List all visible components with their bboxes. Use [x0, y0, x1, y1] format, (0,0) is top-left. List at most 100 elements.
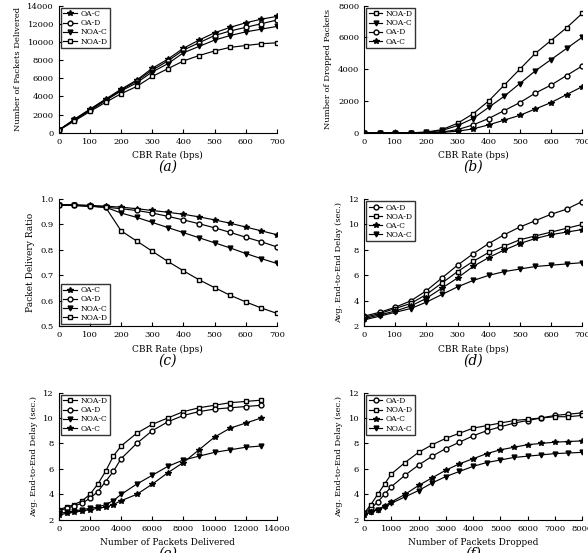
NOA-D [211, 402, 218, 409]
OA-C [118, 497, 125, 504]
OA-D [102, 478, 109, 485]
OA-C [524, 441, 531, 448]
NOA-C [226, 244, 233, 251]
NOA-D [392, 129, 399, 136]
NOA-D [180, 268, 187, 274]
OA-C [565, 438, 572, 445]
NOA-D [454, 120, 461, 127]
Line: OA-D: OA-D [56, 403, 263, 513]
OA-C [63, 510, 70, 517]
OA-C [360, 512, 368, 518]
OA-C [242, 420, 249, 426]
NOA-D [79, 497, 86, 504]
NOA-C [388, 500, 395, 507]
NOA-D [547, 37, 554, 44]
NOA-C [110, 497, 117, 504]
X-axis label: CBR Rate (bps): CBR Rate (bps) [437, 345, 509, 354]
OA-C [164, 56, 171, 62]
NOA-D [226, 292, 233, 299]
NOA-D [470, 425, 477, 431]
NOA-D [501, 243, 508, 249]
OA-C [510, 444, 517, 451]
NOA-C [470, 277, 477, 284]
Line: OA-D: OA-D [362, 410, 584, 516]
OA-D [497, 424, 504, 430]
OA-D [579, 62, 586, 69]
NOA-D [501, 82, 508, 88]
NOA-D [149, 421, 156, 427]
OA-C [149, 207, 156, 214]
NOA-C [94, 504, 101, 510]
OA-D [164, 213, 171, 220]
NOA-C [242, 29, 249, 35]
NOA-D [510, 417, 517, 424]
OA-D [415, 462, 422, 468]
Line: NOA-C: NOA-C [56, 24, 279, 133]
Line: NOA-D: NOA-D [362, 413, 584, 516]
NOA-D [180, 58, 187, 64]
Line: NOA-C: NOA-C [362, 35, 584, 135]
OA-C [501, 117, 508, 123]
Legend: OA-C, OA-D, NOA-C, NOA-D: OA-C, OA-D, NOA-C, NOA-D [61, 284, 109, 324]
NOA-C [195, 43, 202, 50]
OA-D [133, 77, 140, 84]
NOA-C [415, 487, 422, 494]
Line: NOA-D: NOA-D [56, 203, 279, 316]
OA-C [392, 307, 399, 314]
OA-C [226, 425, 233, 431]
OA-C [180, 45, 187, 51]
OA-D [547, 82, 554, 88]
OA-C [110, 501, 117, 508]
OA-D [360, 510, 368, 517]
OA-D [242, 234, 249, 241]
NOA-C [547, 56, 554, 63]
NOA-C [242, 250, 249, 257]
Line: OA-C: OA-C [361, 84, 585, 135]
OA-C [579, 437, 586, 444]
OA-C [86, 507, 93, 513]
OA-D [381, 491, 388, 498]
Line: NOA-D: NOA-D [362, 222, 584, 320]
NOA-D [579, 10, 586, 17]
NOA-C [524, 453, 531, 460]
NOA-D [388, 471, 395, 477]
OA-D [547, 211, 554, 218]
NOA-C [470, 115, 477, 122]
OA-C [102, 203, 109, 210]
OA-C [454, 128, 461, 134]
NOA-C [381, 504, 388, 510]
NOA-D [242, 42, 249, 49]
OA-D [180, 47, 187, 54]
NOA-D [86, 203, 93, 210]
NOA-C [133, 80, 140, 86]
OA-D [55, 202, 62, 208]
X-axis label: CBR Rate (bps): CBR Rate (bps) [132, 345, 203, 354]
OA-D [407, 129, 415, 136]
OA-D [470, 122, 477, 128]
NOA-D [374, 491, 381, 498]
OA-C [563, 91, 570, 98]
Legend: OA-C, OA-D, NOA-C, NOA-D: OA-C, OA-D, NOA-C, NOA-D [61, 8, 109, 48]
OA-D [532, 90, 539, 96]
OA-D [133, 207, 140, 214]
NOA-C [79, 507, 86, 513]
OA-C [164, 209, 171, 216]
Text: (d): (d) [463, 353, 483, 368]
OA-C [133, 491, 140, 498]
OA-C [226, 220, 233, 227]
NOA-D [423, 129, 430, 135]
OA-C [242, 224, 249, 231]
NOA-C [485, 272, 492, 279]
OA-C [180, 211, 187, 218]
Y-axis label: Number of Packets Delivered: Number of Packets Delivered [14, 7, 22, 131]
OA-C [392, 129, 399, 136]
NOA-D [133, 238, 140, 244]
OA-D [423, 129, 430, 136]
NOA-D [226, 44, 233, 51]
OA-C [501, 247, 508, 253]
OA-D [565, 411, 572, 418]
OA-D [524, 417, 531, 424]
OA-C [485, 254, 492, 261]
NOA-D [429, 441, 436, 448]
OA-C [376, 129, 383, 136]
